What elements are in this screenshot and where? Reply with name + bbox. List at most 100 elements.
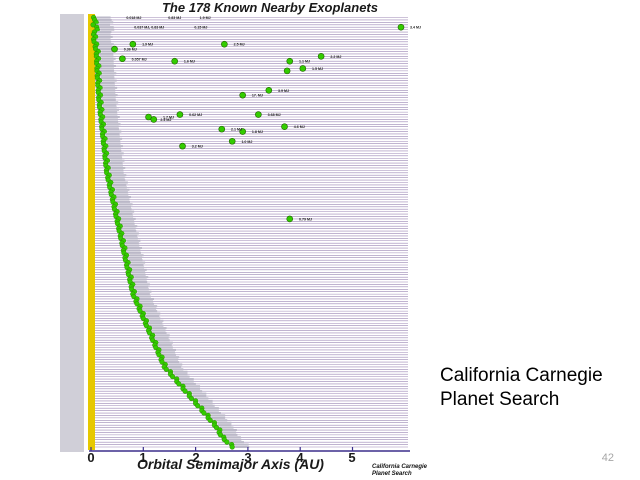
planet-mass-text <box>186 385 201 388</box>
planet-mass-text <box>133 280 148 283</box>
planet-mass-text <box>101 99 116 102</box>
inner-planet-point <box>224 439 230 445</box>
x-tick-label-5: 5 <box>348 450 356 465</box>
planet-mass-text <box>125 244 140 247</box>
planet-mass-label: 0.62 MJ <box>189 113 202 117</box>
planet-mass-text <box>234 443 249 446</box>
planet-mass-label: 3.2 MJ <box>192 145 203 149</box>
planet-mass-label: 0.057 MJ <box>132 57 147 61</box>
planet-mass-text <box>105 135 120 138</box>
planet-mass-text <box>101 91 116 94</box>
planet-mass-text <box>120 220 135 223</box>
outer-planet-point <box>239 128 246 135</box>
planet-mass-label: 3.9 MJ <box>278 89 289 93</box>
planet-mass-text <box>130 266 145 269</box>
inner-planet-point <box>207 417 213 423</box>
planet-mass-text <box>135 293 150 296</box>
planet-mass-text <box>124 242 139 245</box>
planet-mass-label: 1.8 MJ <box>252 130 263 134</box>
planet-mass-text <box>194 397 209 400</box>
planet-mass-text <box>167 365 182 368</box>
planet-mass-label: 3.4 MJ <box>410 26 421 30</box>
planet-mass-text <box>105 132 120 135</box>
planet-mass-text <box>160 351 175 354</box>
planet-mass-label: 1.6 MJ <box>184 60 195 64</box>
caption-line-1: California Carnegie <box>440 365 603 386</box>
planet-mass-text <box>108 162 123 165</box>
figure-credit: California Carnegie Planet Search <box>372 464 462 478</box>
planet-mass-text <box>152 327 167 330</box>
outer-planet-point <box>179 142 186 150</box>
planet-mass-label: 0.36 MJ <box>124 48 137 52</box>
planet-mass-text <box>111 179 126 182</box>
planet-mass-text <box>161 353 176 356</box>
planet-mass-text <box>149 319 164 322</box>
planet-mass-text <box>113 181 128 184</box>
planet-mass-text <box>105 115 120 118</box>
planet-mass-text <box>117 196 132 199</box>
x-tick-label-2: 2 <box>192 450 200 465</box>
planet-mass-text <box>112 174 127 177</box>
planet-mass-text <box>192 395 207 398</box>
planet-mass-text <box>164 358 179 361</box>
planet-mass-text <box>99 62 114 65</box>
planet-mass-text <box>126 239 141 242</box>
credit-line-2: Planet Search <box>372 471 412 477</box>
planet-mass-text <box>103 118 118 121</box>
planet-mass-text <box>110 176 125 179</box>
planet-mass-text <box>127 247 142 250</box>
planet-mass-label: 17. MJ <box>252 94 263 98</box>
planet-mass-text <box>155 334 170 337</box>
planet-mass-text <box>204 409 219 412</box>
planet-mass-text <box>128 259 143 262</box>
planet-mass-text <box>146 312 161 315</box>
planet-mass-text <box>101 96 116 99</box>
planet-mass-text <box>109 169 124 172</box>
outer-planet-point <box>239 91 246 99</box>
caption-line-2: Planet Search <box>440 389 560 410</box>
planet-mass-label: 1.1 MJ <box>299 60 310 64</box>
planet-mass-text <box>107 154 122 157</box>
inner-planet-point <box>182 388 188 394</box>
outer-planet-point <box>317 53 325 60</box>
x-tick-label-0: 0 <box>87 450 95 465</box>
planet-mass-text <box>118 213 133 216</box>
planet-mass-text <box>173 373 188 376</box>
planet-mass-text <box>145 314 160 317</box>
x-tick-label-1: 1 <box>139 450 147 465</box>
planet-mass-text <box>123 234 138 237</box>
planet-mass-text <box>157 344 172 347</box>
planet-mass-text <box>115 200 130 203</box>
planet-mass-text <box>143 305 158 308</box>
x-axis-title: Orbital Semimajor Axis (AU) <box>137 456 324 472</box>
planet-mass-text <box>179 380 194 383</box>
planet-mass-text <box>179 378 194 381</box>
planet-mass-text <box>108 137 123 140</box>
inner-planet-point <box>90 22 96 28</box>
planet-mass-text <box>188 390 203 393</box>
planet-mass-text <box>103 111 118 114</box>
planet-mass-text <box>96 38 111 41</box>
planet-mass-text <box>99 55 114 58</box>
inner-planet-point <box>201 410 207 416</box>
planet-mass-text <box>101 89 116 92</box>
outer-planet-point <box>286 215 294 223</box>
planet-mass-label: 0.83 MJ <box>168 16 181 20</box>
planet-mass-text <box>192 392 207 395</box>
planet-mass-text <box>99 21 114 24</box>
star-column <box>88 14 95 450</box>
planet-mass-text <box>146 317 161 320</box>
planet-mass-text <box>99 26 114 29</box>
planet-mass-text <box>229 441 244 444</box>
slide-number: 42 <box>601 452 614 464</box>
planet-mass-text <box>102 106 117 109</box>
planet-mass-text <box>98 45 113 48</box>
planet-mass-text <box>123 237 138 240</box>
planet-mass-text <box>222 431 237 434</box>
planet-mass-label: 0.018 MJ <box>126 16 141 20</box>
planet-mass-text <box>99 43 114 46</box>
planet-mass-label: 0.15 MJ <box>194 26 207 30</box>
planet-mass-text <box>134 285 149 288</box>
planet-mass-text <box>104 101 119 104</box>
planet-mass-text <box>135 283 150 286</box>
